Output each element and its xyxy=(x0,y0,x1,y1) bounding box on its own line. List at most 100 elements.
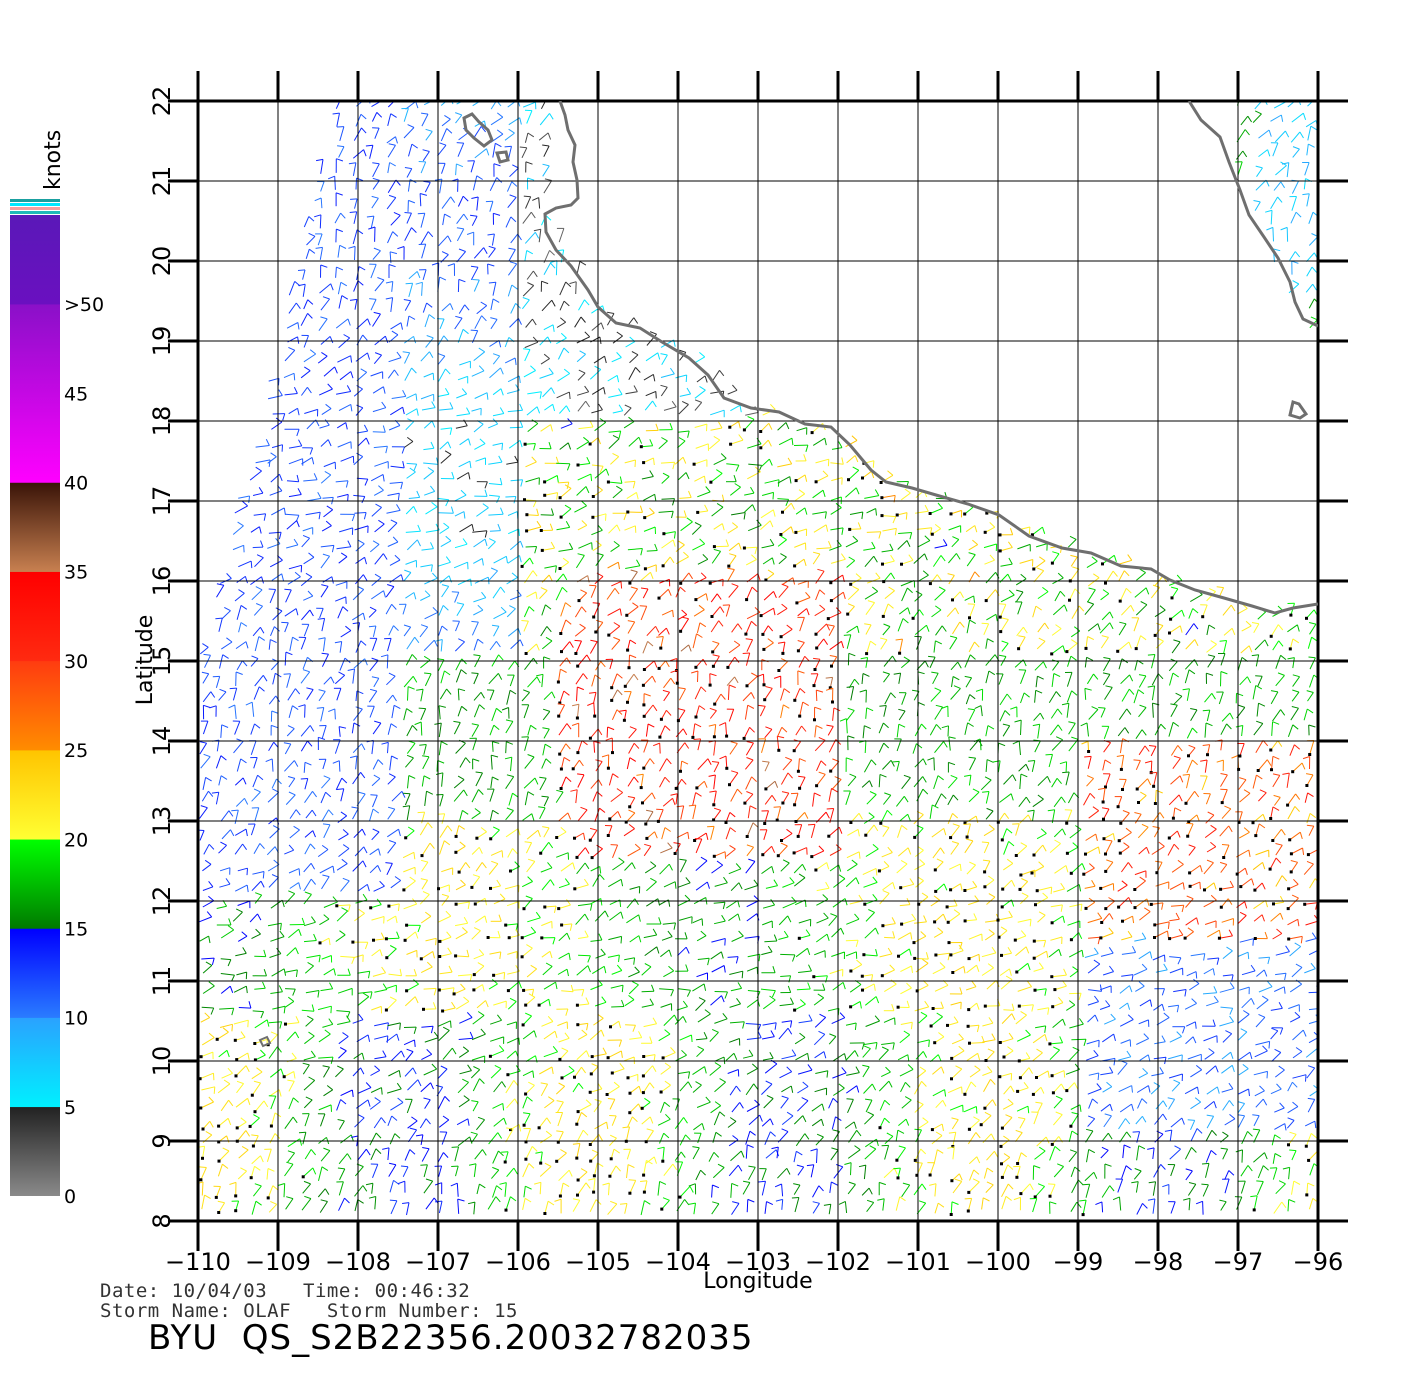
wind-vector xyxy=(485,200,494,212)
wind-vector xyxy=(302,447,314,455)
wind-vector xyxy=(679,349,687,361)
wind-vector xyxy=(417,212,426,228)
wind-vector xyxy=(1289,251,1301,261)
latitude-tick: 16 xyxy=(148,566,176,597)
wind-vector xyxy=(441,196,456,209)
wind-vector xyxy=(438,387,450,397)
wind-vector xyxy=(520,557,534,568)
wind-vector xyxy=(216,583,225,598)
wind-vector xyxy=(421,112,429,127)
longitude-tick: −108 xyxy=(325,1248,391,1276)
wind-vector xyxy=(406,467,416,479)
wind-vector xyxy=(441,303,454,312)
wind-vector xyxy=(558,481,570,490)
wind-vector xyxy=(1240,115,1253,126)
wind-vector xyxy=(474,315,487,329)
wind-vector xyxy=(286,520,300,530)
wind-vector xyxy=(712,539,729,549)
wind-vector xyxy=(440,450,452,464)
wind-vector xyxy=(440,535,452,548)
wind-vector xyxy=(488,455,503,465)
wind-vector xyxy=(1280,226,1289,242)
wind-vector xyxy=(421,542,434,551)
y-axis-title: Latitude xyxy=(133,615,158,706)
wind-vector xyxy=(984,554,995,565)
wind-vector xyxy=(866,508,877,516)
wind-vector xyxy=(404,227,417,241)
wind-vector xyxy=(488,281,497,296)
wind-vector xyxy=(456,388,468,399)
wind-vector xyxy=(387,536,399,547)
wind-vector xyxy=(355,404,364,416)
wind-vector xyxy=(1306,266,1317,277)
wind-vector xyxy=(778,553,787,565)
wind-vector xyxy=(815,458,830,467)
wind-vector xyxy=(713,523,725,531)
wind-vector xyxy=(441,114,451,127)
wind-vector xyxy=(505,216,517,228)
wind-vector xyxy=(487,538,496,550)
wind-vector xyxy=(559,442,572,450)
wind-vector xyxy=(456,472,471,480)
footer-date-time: Date: 10/04/03 Time: 00:46:32 xyxy=(100,1280,470,1302)
wind-vector xyxy=(608,388,623,398)
wind-vector xyxy=(504,128,515,141)
wind-vector xyxy=(577,369,586,381)
wind-vector xyxy=(543,262,556,275)
wind-vector xyxy=(335,266,344,278)
wind-vector xyxy=(474,148,490,159)
wind-vector xyxy=(386,504,401,514)
wind-vector xyxy=(623,404,632,416)
wind-vector xyxy=(849,511,864,520)
wind-vector xyxy=(507,101,521,108)
wind-vector xyxy=(471,407,482,416)
wind-vector xyxy=(492,212,501,225)
wind-vector xyxy=(355,539,365,552)
wind-vector xyxy=(420,564,433,572)
wind-vector xyxy=(658,510,674,519)
wind-vector xyxy=(335,192,343,207)
wind-vector xyxy=(510,479,524,487)
wind-vector xyxy=(576,385,590,396)
wind-vector xyxy=(864,489,880,499)
wind-vector xyxy=(366,215,375,229)
wind-vector xyxy=(317,181,325,192)
wind-vector xyxy=(556,227,565,243)
wind-vector xyxy=(387,231,399,244)
wind-vector xyxy=(473,126,486,139)
wind-vector xyxy=(525,456,537,468)
wind-vector xyxy=(611,581,623,589)
wind-vector xyxy=(628,367,641,380)
wind-vector xyxy=(559,504,572,519)
wind-vector xyxy=(677,430,690,438)
wind-vector xyxy=(340,513,356,522)
wind-vector xyxy=(335,318,351,329)
wind-vector xyxy=(457,278,466,293)
wind-vector xyxy=(487,263,495,275)
wind-vector xyxy=(794,528,808,537)
wind-vector xyxy=(677,437,686,449)
wind-vector xyxy=(1252,110,1262,123)
wind-vector xyxy=(576,436,590,450)
wind-vector xyxy=(569,281,577,295)
wind-vector xyxy=(522,211,536,224)
wind-vector xyxy=(542,144,550,157)
wind-vector xyxy=(369,298,377,311)
wind-vector xyxy=(387,519,398,533)
wind-vector xyxy=(694,423,708,432)
wind-vector xyxy=(916,527,933,535)
wind-vector xyxy=(794,542,807,550)
latitude-tick: 11 xyxy=(148,966,176,997)
wind-vector xyxy=(372,177,380,190)
wind-vector xyxy=(507,375,521,383)
wind-vector xyxy=(370,474,385,482)
wind-vector xyxy=(457,195,469,207)
wind-vector xyxy=(761,538,775,549)
wind-vector xyxy=(368,226,376,242)
wind-vector xyxy=(729,483,741,496)
colorbar-label: 20 xyxy=(64,829,88,851)
wind-vector xyxy=(697,554,709,565)
wind-vector xyxy=(901,488,911,501)
wind-vector xyxy=(288,439,303,449)
wind-vector xyxy=(348,162,357,176)
